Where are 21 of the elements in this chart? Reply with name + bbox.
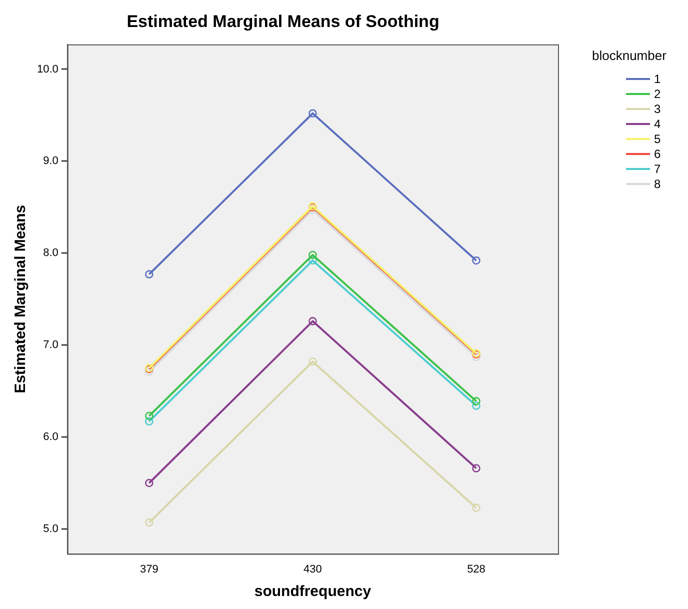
legend-label: 7	[654, 162, 661, 176]
y-tick-label: 5.0	[43, 523, 58, 536]
legend-label: 5	[654, 132, 661, 146]
y-tick-label: 8.0	[43, 247, 58, 260]
x-tick-label: 430	[304, 563, 322, 576]
legend-label: 8	[654, 176, 661, 190]
legend-title: blocknumber	[592, 48, 666, 63]
y-tick-label: 6.0	[43, 431, 58, 444]
x-tick-label: 379	[140, 563, 158, 576]
y-tick-label: 10.0	[36, 63, 58, 76]
legend-label: 1	[654, 72, 661, 86]
chart-title: Estimated Marginal Means of Soothing	[126, 12, 440, 31]
legend-label: 6	[654, 146, 661, 160]
legend-label: 4	[654, 116, 661, 130]
y-axis-title: Estimated Marginal Means	[12, 204, 30, 394]
y-tick-label: 7.0	[43, 339, 58, 352]
x-axis-title: soundfrequency	[254, 583, 372, 600]
legend-label: 3	[654, 102, 661, 116]
x-tick-label: 528	[467, 563, 486, 576]
y-tick-label: 9.0	[43, 155, 58, 168]
legend-label: 2	[654, 86, 661, 100]
